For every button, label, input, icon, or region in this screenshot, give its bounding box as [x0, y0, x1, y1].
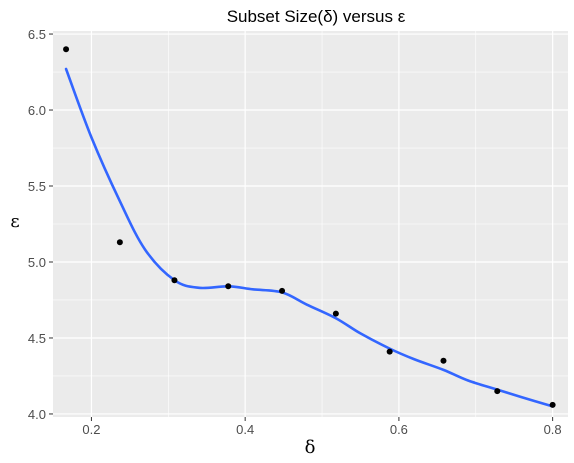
- data-point: [332, 310, 339, 317]
- smooth-line: [64, 67, 554, 408]
- x-tick-label: 0.6: [390, 422, 408, 437]
- data-point: [549, 401, 556, 408]
- data-point: [440, 357, 447, 364]
- data-point: [225, 283, 232, 290]
- x-axis-title: δ: [305, 437, 316, 458]
- x-tick-label: 0.4: [236, 422, 254, 437]
- y-tick-label: 6.0: [28, 103, 46, 118]
- y-tick-label: 5.0: [28, 255, 46, 270]
- x-tick-label: 0.8: [544, 422, 562, 437]
- y-axis-title: ε: [10, 211, 19, 232]
- y-tick-label: 5.5: [28, 179, 46, 194]
- smooth-curve-layer: [64, 67, 554, 408]
- points-layer: [63, 46, 556, 408]
- y-tick-label: 6.5: [28, 27, 46, 42]
- data-point: [279, 287, 286, 294]
- x-axis: 0.2 0.4 0.6 0.8: [82, 417, 562, 437]
- y-axis: 4.0 4.5 5.0 5.5 6.0 6.5: [28, 27, 53, 422]
- data-point: [494, 388, 501, 395]
- data-point: [116, 239, 123, 246]
- y-tick-label: 4.5: [28, 331, 46, 346]
- data-point: [171, 277, 178, 284]
- data-point: [386, 348, 393, 355]
- data-point: [63, 46, 70, 53]
- chart-title: Subset Size(δ) versus ε: [227, 7, 406, 26]
- x-tick-label: 0.2: [82, 422, 100, 437]
- y-tick-label: 4.0: [28, 407, 46, 422]
